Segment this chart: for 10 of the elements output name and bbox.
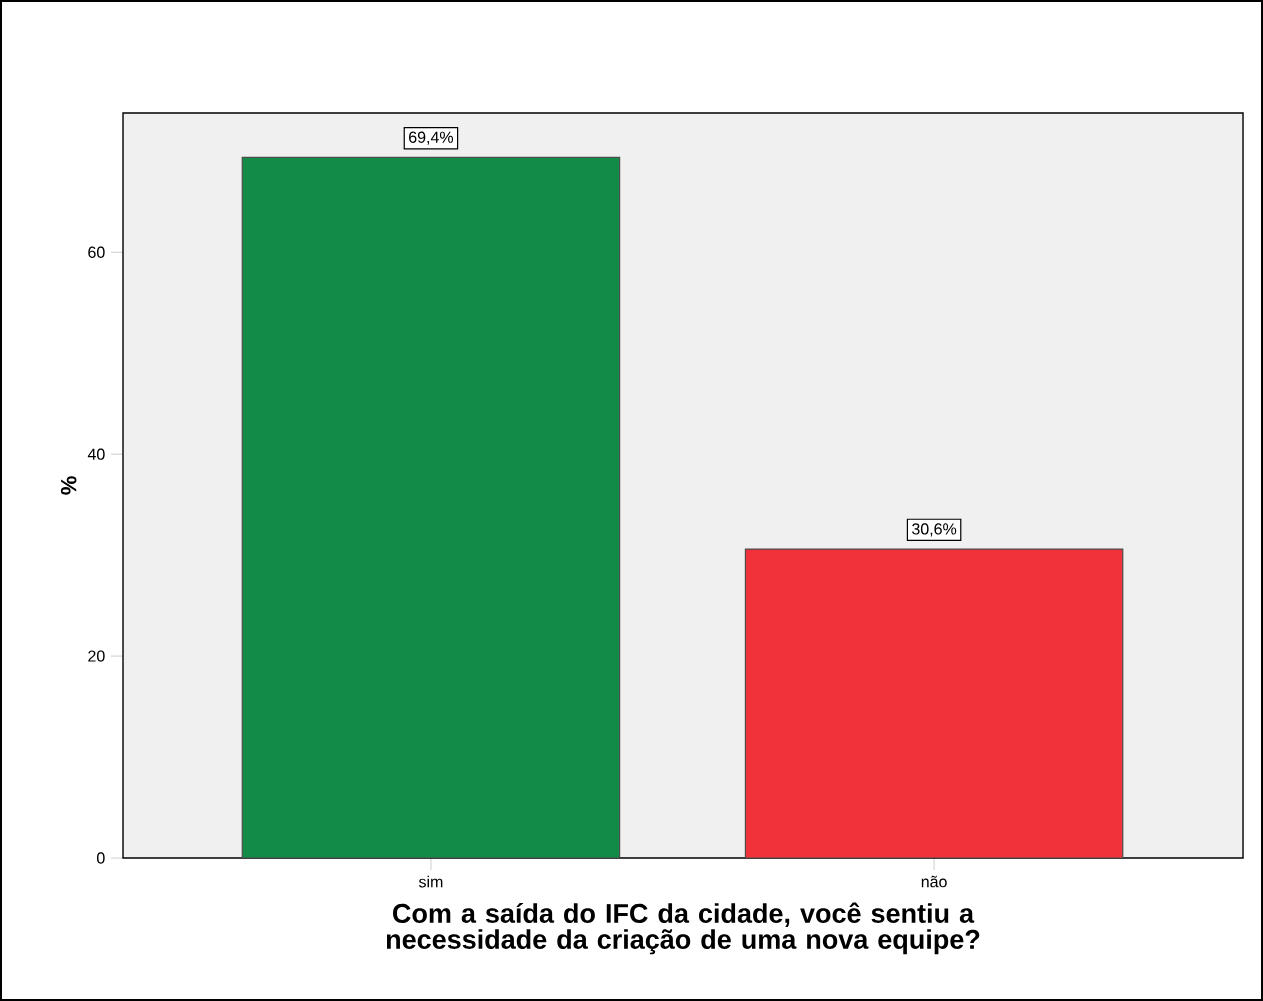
y-tick-label: 0 — [97, 852, 105, 864]
y-axis-title: % — [60, 476, 77, 495]
x-axis-title: Com a saída do IFC da cidade, você sentiu a necessidade da criação de uma nova equipe? — [386, 902, 980, 955]
y-tick-label: 60 — [88, 246, 105, 258]
x-tick-label: sim — [418, 875, 443, 888]
x-tick-label: não — [921, 875, 947, 888]
data-label: 30,6% — [912, 523, 957, 537]
data-label: 69,4% — [409, 131, 454, 145]
y-tick-label: 40 — [87, 448, 105, 460]
y-tick-label: 20 — [88, 650, 105, 662]
